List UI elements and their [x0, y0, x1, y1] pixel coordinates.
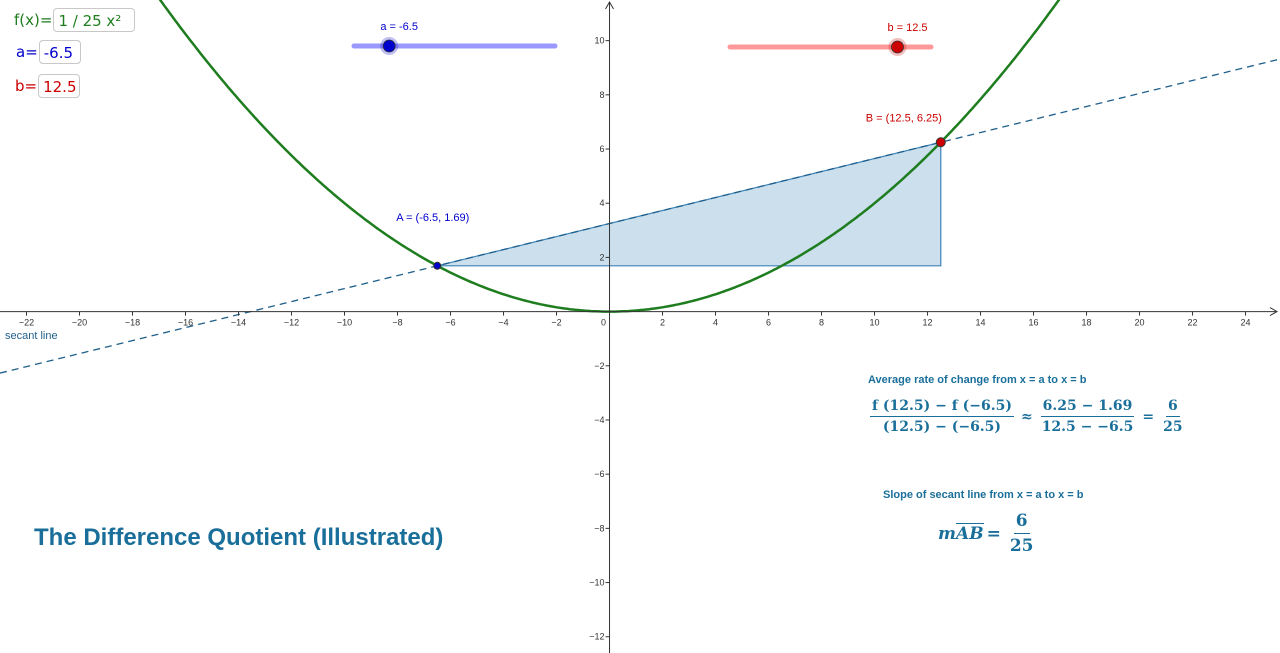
- slope-equals-sign: =: [986, 523, 1001, 544]
- slope-formula: m AB = 6 25: [938, 511, 1039, 556]
- slope-m: m: [938, 523, 956, 544]
- point-a-label: A = (-6.5, 1.69): [396, 212, 469, 224]
- function-input[interactable]: 1 / 25 x²: [53, 8, 136, 32]
- equals-sign: =: [1142, 408, 1155, 425]
- y-tick-label: 8: [600, 90, 605, 100]
- segment-ab: AB: [956, 523, 984, 544]
- avg-rate-den-3: 25: [1163, 419, 1183, 435]
- function-input-row: f(x)= 1 / 25 x²: [14, 8, 136, 32]
- y-tick-label: −4: [594, 415, 604, 425]
- x-tick-label: 8: [819, 318, 824, 328]
- x-tick-label: −10: [337, 318, 352, 328]
- slope-fraction: 6 25: [1008, 511, 1036, 556]
- x-tick-label: −8: [392, 318, 402, 328]
- y-tick-label: 6: [600, 144, 605, 154]
- b-input[interactable]: 12.5: [38, 74, 81, 98]
- b-input-row: b= 12.5: [15, 74, 81, 98]
- avg-rate-fraction-3: 6 25: [1161, 398, 1184, 435]
- avg-rate-num-2: 6.25 − 1.69: [1040, 398, 1135, 417]
- x-tick-label: 2: [660, 318, 665, 328]
- x-tick-label: −12: [284, 318, 299, 328]
- x-tick-label: 20: [1135, 318, 1145, 328]
- x-tick-label: 22: [1188, 318, 1198, 328]
- x-tick-label: −16: [178, 318, 193, 328]
- y-tick-label: −6: [594, 469, 604, 479]
- x-axis-arrow: [1269, 307, 1279, 317]
- avg-rate-den-1: (12.5) − (−6.5): [882, 419, 1002, 435]
- x-tick-label: 10: [870, 318, 880, 328]
- y-tick-label: −2: [594, 361, 604, 371]
- y-tick-label: −8: [594, 523, 604, 533]
- x-tick-label: 14: [976, 318, 986, 328]
- x-tick-label: −18: [125, 318, 140, 328]
- x-tick-label: 24: [1241, 318, 1251, 328]
- point-b[interactable]: [935, 137, 946, 148]
- x-tick-label: 0: [601, 318, 606, 328]
- a-slider-knob[interactable]: [382, 39, 396, 53]
- x-tick-label: 16: [1029, 318, 1039, 328]
- slope-den: 25: [1009, 536, 1034, 556]
- x-tick-label: 18: [1082, 318, 1092, 328]
- secant-line: [0, 58, 1280, 374]
- x-tick-label: −22: [19, 318, 34, 328]
- x-tick-label: −4: [498, 318, 508, 328]
- avg-rate-num-1: f (12.5) − f (−6.5): [870, 398, 1014, 417]
- point-a[interactable]: [433, 261, 442, 270]
- y-tick-label: −12: [589, 632, 604, 642]
- secant-line-label: secant line: [5, 330, 58, 342]
- a-input[interactable]: -6.5: [38, 40, 81, 64]
- x-tick-label: −14: [231, 318, 246, 328]
- approx-sign: ≈: [1020, 408, 1033, 425]
- y-tick-label: −10: [589, 578, 604, 588]
- x-tick-label: −2: [551, 318, 561, 328]
- y-axis-arrow: [605, 0, 614, 10]
- avg-rate-heading: Average rate of change from x = a to x =…: [868, 374, 1087, 386]
- x-tick-label: 4: [713, 318, 718, 328]
- x-tick-label: 12: [923, 318, 933, 328]
- avg-rate-num-3: 6: [1165, 398, 1180, 417]
- page-title: The Difference Quotient (Illustrated): [34, 524, 444, 551]
- b-slider-knob[interactable]: [891, 40, 904, 54]
- slope-num: 6: [1013, 511, 1030, 534]
- avg-rate-fraction-1: f (12.5) − f (−6.5) (12.5) − (−6.5): [870, 398, 1014, 435]
- x-tick-label: −6: [445, 318, 455, 328]
- a-slider-label: a = -6.5: [380, 21, 418, 33]
- b-input-label: b=: [15, 77, 38, 95]
- a-input-label: a=: [16, 43, 38, 61]
- avg-rate-den-2: 12.5 − −6.5: [1041, 419, 1134, 435]
- slope-heading: Slope of secant line from x = a to x = b: [883, 489, 1084, 501]
- x-tick-label: −20: [72, 318, 87, 328]
- y-tick-label: 4: [600, 198, 605, 208]
- y-tick-label: 2: [600, 252, 605, 262]
- point-b-label: B = (12.5, 6.25): [866, 112, 942, 124]
- x-tick-label: 6: [766, 318, 771, 328]
- avg-rate-fraction-2: 6.25 − 1.69 12.5 − −6.5: [1040, 398, 1136, 435]
- function-input-label: f(x)=: [14, 11, 53, 29]
- b-slider-label: b = 12.5: [887, 22, 927, 34]
- a-input-row: a= -6.5: [16, 40, 81, 64]
- avg-rate-formula: f (12.5) − f (−6.5) (12.5) − (−6.5) ≈ 6.…: [866, 398, 1189, 435]
- y-tick-label: 10: [595, 36, 605, 46]
